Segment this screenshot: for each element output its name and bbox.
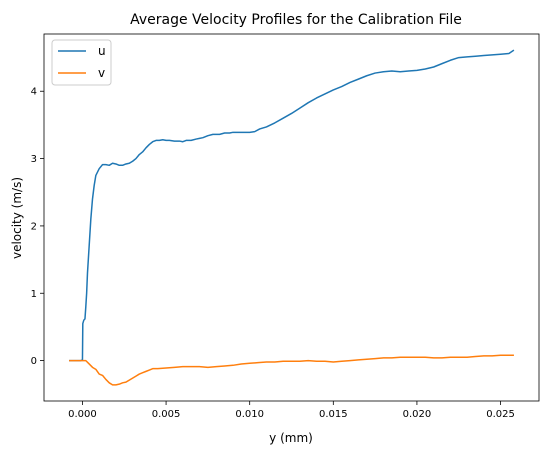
- y-tick-label: 0: [31, 356, 37, 367]
- series-line-v: [69, 354, 514, 386]
- legend-label-v: v: [98, 66, 105, 80]
- y-axis-label: velocity (m/s): [10, 177, 24, 259]
- legend: u v: [51, 39, 112, 86]
- x-tick-label: 0.015: [319, 409, 348, 420]
- plot-area: [69, 49, 515, 386]
- y-axis-ticks: 0 1 2 3 4: [31, 87, 44, 367]
- y-tick-label: 3: [31, 154, 37, 165]
- x-tick-label: 0.000: [68, 409, 97, 420]
- chart-title: Average Velocity Profiles for the Calibr…: [130, 12, 462, 28]
- plot-frame: [43, 33, 540, 402]
- x-tick-label: 0.025: [486, 409, 515, 420]
- x-tick-label: 0.010: [235, 409, 264, 420]
- x-tick-label: 0.020: [403, 409, 432, 420]
- legend-label-u: u: [98, 44, 106, 58]
- x-axis-label: y (mm): [269, 431, 313, 445]
- y-tick-label: 2: [31, 221, 37, 232]
- x-tick-label: 0.005: [152, 409, 181, 420]
- y-tick-label: 1: [31, 289, 37, 300]
- series-line-u: [69, 49, 515, 362]
- x-axis-ticks: 0.000 0.005 0.010 0.015 0.020 0.025: [68, 401, 515, 420]
- y-tick-label: 4: [31, 87, 37, 98]
